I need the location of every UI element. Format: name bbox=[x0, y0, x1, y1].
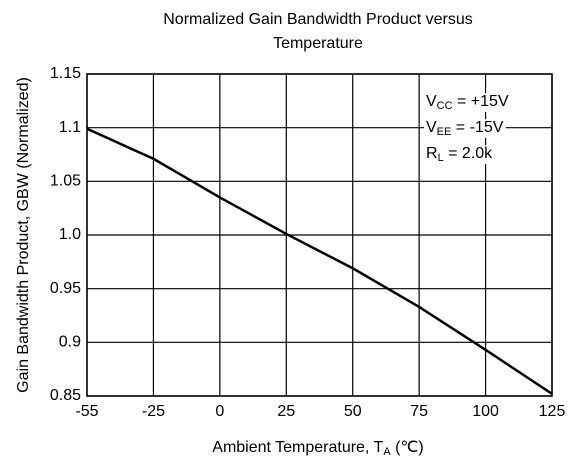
annotation: VEE = -15V bbox=[426, 119, 504, 138]
chart-title: Temperature bbox=[273, 35, 363, 52]
x-axis-label: (℃) bbox=[391, 439, 424, 456]
annotation-background bbox=[424, 93, 511, 112]
annotation-text: R bbox=[426, 145, 438, 162]
y-tick-label: 0.9 bbox=[59, 334, 81, 351]
y-tick-label: 1.05 bbox=[50, 173, 81, 190]
x-tick-label: 75 bbox=[410, 403, 428, 420]
chart-title: Normalized Gain Bandwidth Product versus bbox=[163, 11, 472, 28]
x-tick-label: 100 bbox=[472, 403, 499, 420]
y-axis-label: Gain Bandwidth Product, GBW (Normalized) bbox=[15, 77, 32, 393]
y-tick-label: 1.0 bbox=[59, 226, 81, 243]
x-tick-label: 125 bbox=[539, 403, 566, 420]
x-tick-label: 25 bbox=[277, 403, 295, 420]
annotation-background bbox=[424, 145, 496, 164]
x-tick-label: 0 bbox=[215, 403, 224, 420]
x-axis-label: Ambient Temperature, T bbox=[212, 439, 383, 456]
annotation-text: = -15V bbox=[451, 119, 503, 136]
x-tick-label: -55 bbox=[75, 403, 98, 420]
x-axis-label: Ambient Temperature, TA (℃) bbox=[212, 439, 423, 458]
y-tick-label: 0.95 bbox=[50, 280, 81, 297]
annotation-text: V bbox=[426, 93, 437, 110]
annotation-text: = +15V bbox=[453, 93, 509, 110]
y-tick-label: 0.85 bbox=[50, 387, 81, 404]
annotation: VCC = +15V bbox=[426, 93, 509, 112]
annotation-sub: EE bbox=[437, 126, 452, 138]
annotation-sub: CC bbox=[437, 100, 453, 112]
line-series bbox=[86, 127, 553, 395]
y-tick-label: 1.1 bbox=[59, 119, 81, 136]
plot-frame bbox=[86, 73, 553, 397]
annotation: RL = 2.0k bbox=[426, 145, 493, 164]
y-tick-label: 1.15 bbox=[50, 65, 81, 82]
annotation-background bbox=[424, 119, 506, 138]
annotation-text: V bbox=[426, 119, 437, 136]
annotation-text: = 2.0k bbox=[444, 145, 493, 162]
x-axis-label-sub: A bbox=[383, 446, 391, 458]
x-tick-label: 50 bbox=[344, 403, 362, 420]
x-tick-label: -25 bbox=[142, 403, 165, 420]
annotation-sub: L bbox=[438, 152, 444, 164]
